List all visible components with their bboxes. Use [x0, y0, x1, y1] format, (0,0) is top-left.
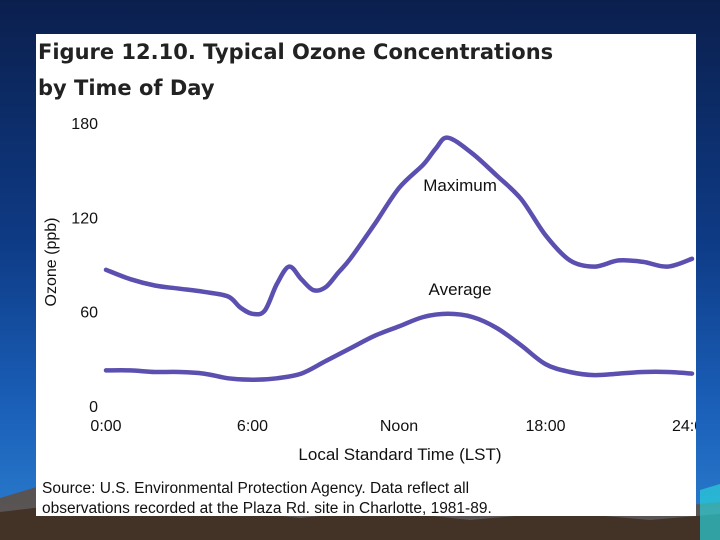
annotation-layer: Maximum Average: [423, 176, 497, 299]
y-axis-label: Ozone (ppb): [43, 218, 60, 307]
series-layer: [103, 135, 695, 383]
x-axis-label: Local Standard Time (LST): [298, 445, 501, 464]
figure-label: Figure 12.10.: [38, 40, 196, 64]
y-tick-label: 180: [71, 116, 98, 133]
y-tick-label: 60: [80, 305, 98, 322]
source-line-1: Source: U.S. Environmental Protection Ag…: [42, 480, 470, 497]
x-tick-label: 0:00: [90, 418, 121, 435]
y-axis-ticks: 0 60 120 180: [71, 116, 98, 416]
x-tick-label: 24:00: [672, 418, 696, 435]
series-line-maximum: [103, 135, 695, 317]
y-tick-label: 120: [71, 210, 98, 227]
x-axis-ticks: 0:00 6:00 Noon 18:00 24:00: [90, 418, 696, 435]
x-tick-label: 6:00: [237, 418, 268, 435]
series-annotation-maximum: Maximum: [423, 176, 497, 195]
figure-panel: Figure 12.10. Typical Ozone Concentratio…: [36, 34, 696, 519]
source-note: Source: U.S. Environmental Protection Ag…: [42, 479, 692, 519]
figure-title: Figure 12.10. Typical Ozone Concentratio…: [38, 34, 678, 106]
ozone-line-chart: 0 60 120 180 0:00 6:00 Noon 18:00 24:00 Maximum…: [43, 116, 696, 464]
source-line-2: observations recorded at the Plaza Rd. s…: [42, 500, 492, 517]
y-tick-label: 0: [89, 399, 98, 416]
series-line-average: [103, 311, 695, 383]
series-annotation-average: Average: [429, 280, 492, 299]
x-tick-label: Noon: [380, 418, 418, 435]
figure-title-line-1: Figure 12.10. Typical Ozone Concentratio…: [38, 34, 678, 70]
figure-title-text-2: by Time of Day: [38, 76, 215, 100]
figure-title-text-1: Typical Ozone Concentrations: [203, 40, 554, 64]
x-tick-label: 18:00: [525, 418, 565, 435]
